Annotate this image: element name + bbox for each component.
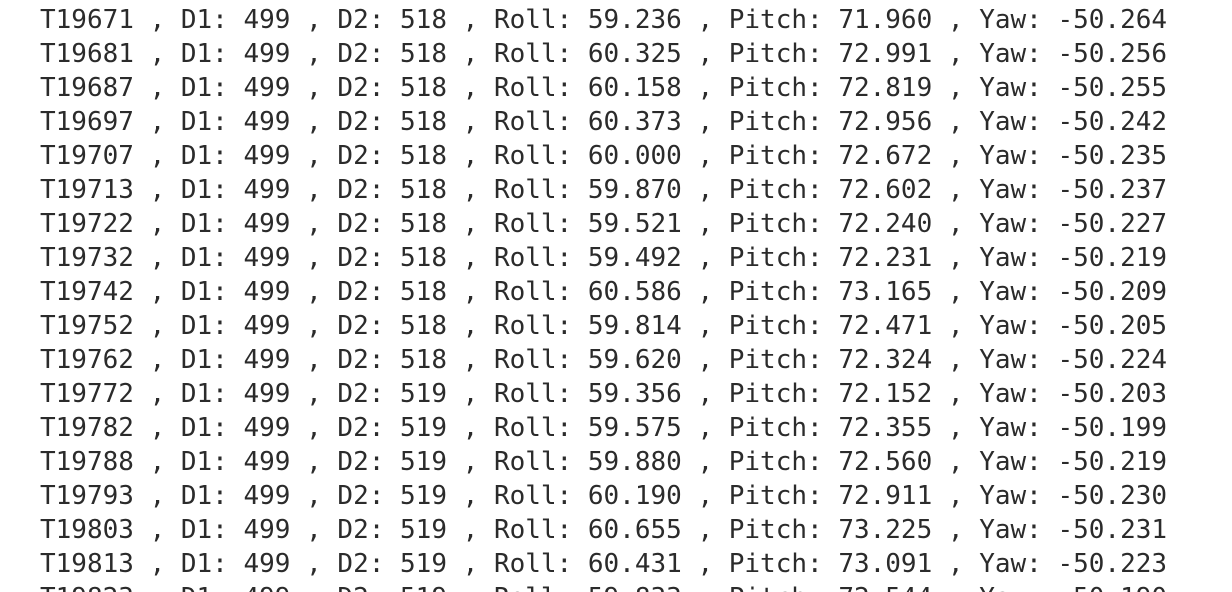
log-line: T19671 , D1: 499 , D2: 518 , Roll: 59.23… bbox=[40, 5, 1168, 35]
log-line: T19687 , D1: 499 , D2: 518 , Roll: 60.15… bbox=[40, 73, 1168, 103]
log-line: T19823 , D1: 499 , D2: 519 , Roll: 59.83… bbox=[40, 581, 1232, 592]
serial-console-output: T19671 , D1: 499 , D2: 518 , Roll: 59.23… bbox=[40, 3, 1232, 592]
log-line: T19762 , D1: 499 , D2: 518 , Roll: 59.62… bbox=[40, 345, 1168, 375]
log-line: T19732 , D1: 499 , D2: 518 , Roll: 59.49… bbox=[40, 243, 1168, 273]
log-line: T19681 , D1: 499 , D2: 518 , Roll: 60.32… bbox=[40, 39, 1168, 69]
log-line: T19793 , D1: 499 , D2: 519 , Roll: 60.19… bbox=[40, 481, 1168, 511]
log-line: T19697 , D1: 499 , D2: 518 , Roll: 60.37… bbox=[40, 107, 1168, 137]
log-line: T19752 , D1: 499 , D2: 518 , Roll: 59.81… bbox=[40, 311, 1168, 341]
log-line: T19722 , D1: 499 , D2: 518 , Roll: 59.52… bbox=[40, 209, 1168, 239]
log-line: T19772 , D1: 499 , D2: 519 , Roll: 59.35… bbox=[40, 379, 1168, 409]
log-line: T19713 , D1: 499 , D2: 518 , Roll: 59.87… bbox=[40, 175, 1168, 205]
log-line: T19813 , D1: 499 , D2: 519 , Roll: 60.43… bbox=[40, 549, 1168, 579]
log-line: T19803 , D1: 499 , D2: 519 , Roll: 60.65… bbox=[40, 515, 1168, 545]
log-line: T19742 , D1: 499 , D2: 518 , Roll: 60.58… bbox=[40, 277, 1168, 307]
log-line: T19782 , D1: 499 , D2: 519 , Roll: 59.57… bbox=[40, 413, 1168, 443]
log-line: T19707 , D1: 499 , D2: 518 , Roll: 60.00… bbox=[40, 141, 1168, 171]
log-line: T19788 , D1: 499 , D2: 519 , Roll: 59.88… bbox=[40, 447, 1168, 477]
